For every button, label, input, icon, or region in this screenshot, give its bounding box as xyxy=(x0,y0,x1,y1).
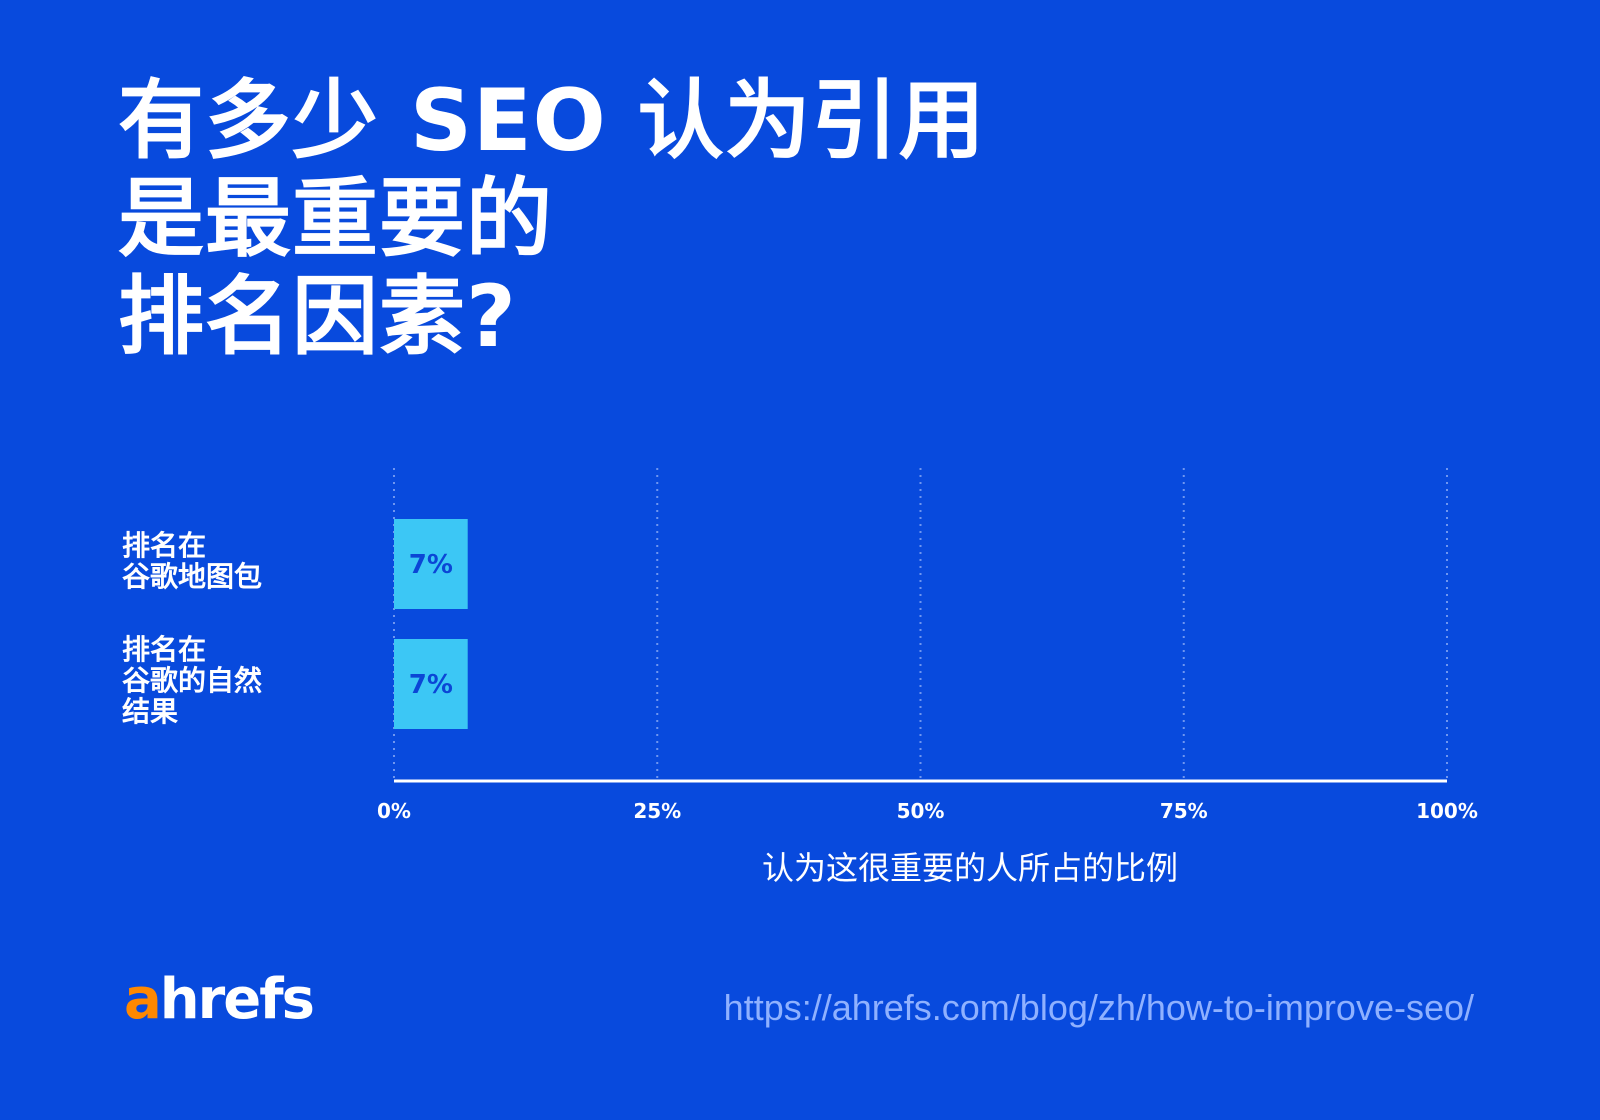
bar-data-label: 7% xyxy=(409,550,453,580)
x-tick-label: 100% xyxy=(1416,799,1478,823)
x-tick-label: 25% xyxy=(633,799,681,823)
x-tick-label: 0% xyxy=(377,799,411,823)
category-label-line: 谷歌的自然 xyxy=(122,664,263,697)
x-tick-label: 50% xyxy=(897,799,945,823)
category-label-line: 结果 xyxy=(122,695,179,728)
category-label-line: 排名在 xyxy=(122,529,207,562)
category-label-line: 谷歌地图包 xyxy=(122,560,263,593)
chart-title-line-1: 有多少 SEO 认为引用 xyxy=(118,71,986,171)
ahrefs-logo: ahrefs xyxy=(124,967,315,1032)
source-url[interactable]: https://ahrefs.com/blog/zh/how-to-improv… xyxy=(723,987,1474,1028)
chart-title-line-2: 是最重要的 xyxy=(118,169,553,269)
category-label-line: 排名在 xyxy=(122,633,207,666)
category-label-organic-results: 排名在 谷歌的自然 结果 xyxy=(122,634,262,727)
logo-letters-hrefs: hrefs xyxy=(159,967,315,1032)
category-label-map-pack: 排名在 谷歌地图包 xyxy=(122,530,262,592)
chart-title-line-3: 排名因素? xyxy=(118,267,517,367)
x-axis-label: 认为这很重要的人所占的比例 xyxy=(761,849,1178,887)
x-tick-label: 75% xyxy=(1160,799,1208,823)
bar xyxy=(394,519,468,609)
chart-title: 有多少 SEO 认为引用 是最重要的 排名因素? xyxy=(118,72,986,366)
logo-letter-a: a xyxy=(124,967,162,1032)
bar xyxy=(394,639,468,729)
bar-data-label: 7% xyxy=(409,670,453,700)
